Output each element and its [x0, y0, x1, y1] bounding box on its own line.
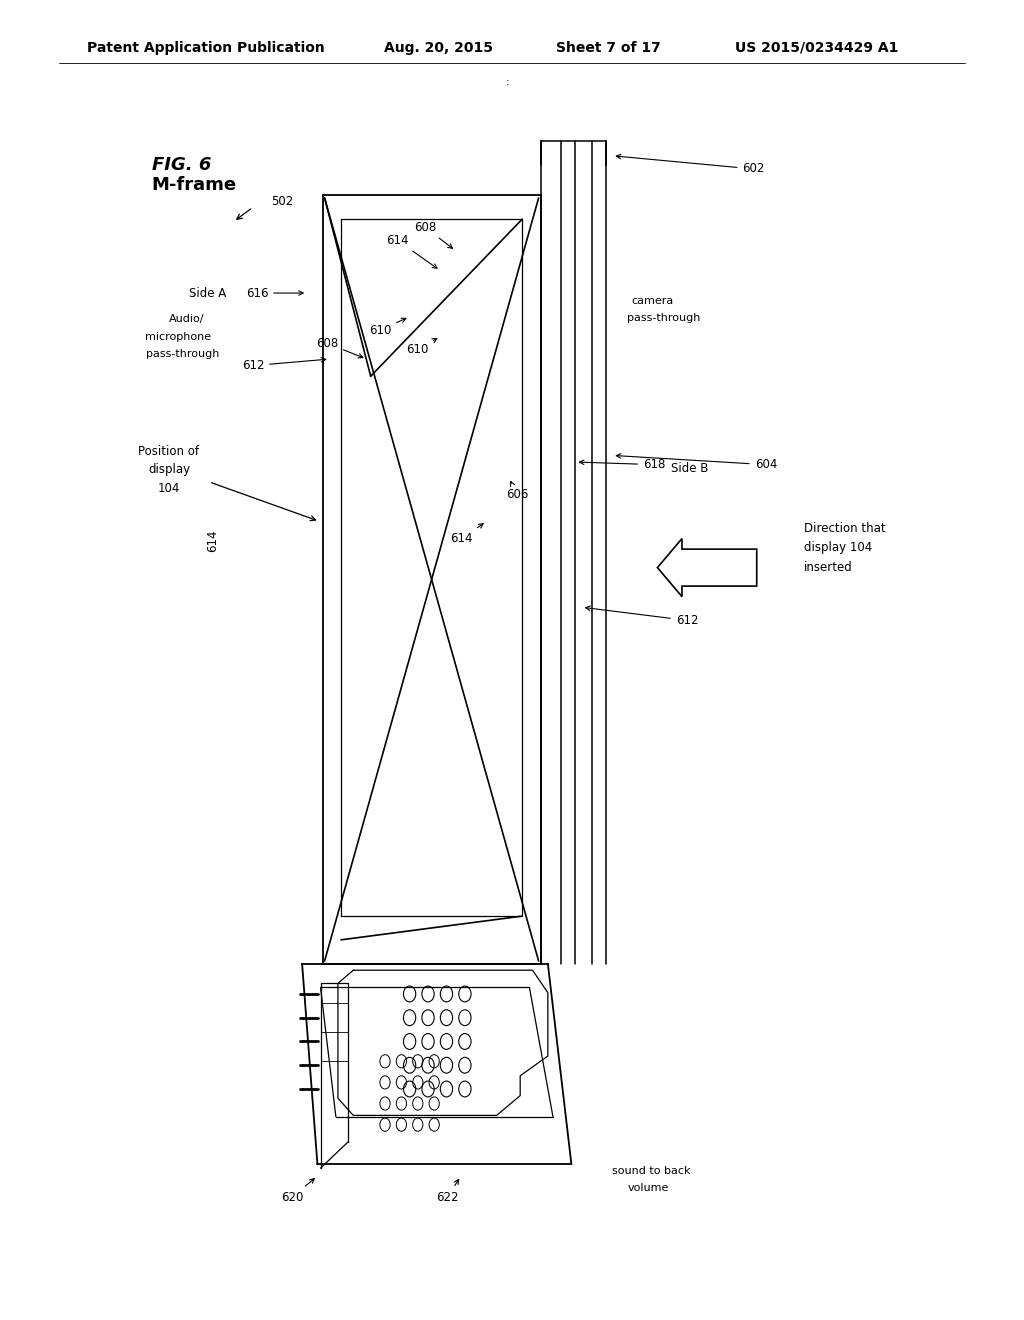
Text: 614: 614 [451, 524, 483, 545]
Text: M-frame: M-frame [152, 176, 237, 194]
Text: FIG. 6: FIG. 6 [152, 156, 211, 174]
Text: 614: 614 [386, 234, 437, 268]
Text: display: display [147, 463, 190, 477]
Text: :: : [506, 77, 510, 87]
Text: 612: 612 [586, 606, 698, 627]
Text: 608: 608 [315, 337, 362, 358]
Text: sound to back: sound to back [612, 1166, 691, 1176]
Text: 610: 610 [406, 338, 437, 356]
Text: US 2015/0234429 A1: US 2015/0234429 A1 [735, 41, 899, 54]
Text: Aug. 20, 2015: Aug. 20, 2015 [384, 41, 493, 54]
Text: Direction that: Direction that [804, 521, 886, 535]
Text: 620: 620 [281, 1179, 314, 1204]
Text: Position of: Position of [138, 445, 200, 458]
Text: 612: 612 [242, 358, 326, 372]
Text: 618: 618 [580, 458, 666, 471]
Text: Sheet 7 of 17: Sheet 7 of 17 [556, 41, 660, 54]
Text: microphone: microphone [145, 331, 211, 342]
Text: 616: 616 [246, 286, 303, 300]
Text: 104: 104 [158, 482, 180, 495]
Text: volume: volume [628, 1183, 669, 1193]
Text: display 104: display 104 [804, 541, 872, 554]
Text: 602: 602 [616, 154, 765, 176]
Text: 622: 622 [436, 1180, 459, 1204]
Text: 502: 502 [271, 195, 294, 209]
Text: 614: 614 [207, 529, 219, 553]
Text: inserted: inserted [804, 561, 853, 574]
Text: pass-through: pass-through [627, 313, 700, 323]
Text: Audio/: Audio/ [169, 314, 204, 325]
Text: 610: 610 [369, 318, 406, 337]
Text: 604: 604 [616, 454, 777, 471]
Text: Side A: Side A [189, 286, 226, 300]
Text: Side B: Side B [671, 462, 708, 475]
Text: 608: 608 [414, 220, 453, 248]
Text: 606: 606 [506, 482, 528, 502]
Text: camera: camera [632, 296, 674, 306]
Text: pass-through: pass-through [145, 348, 219, 359]
Text: Patent Application Publication: Patent Application Publication [87, 41, 325, 54]
